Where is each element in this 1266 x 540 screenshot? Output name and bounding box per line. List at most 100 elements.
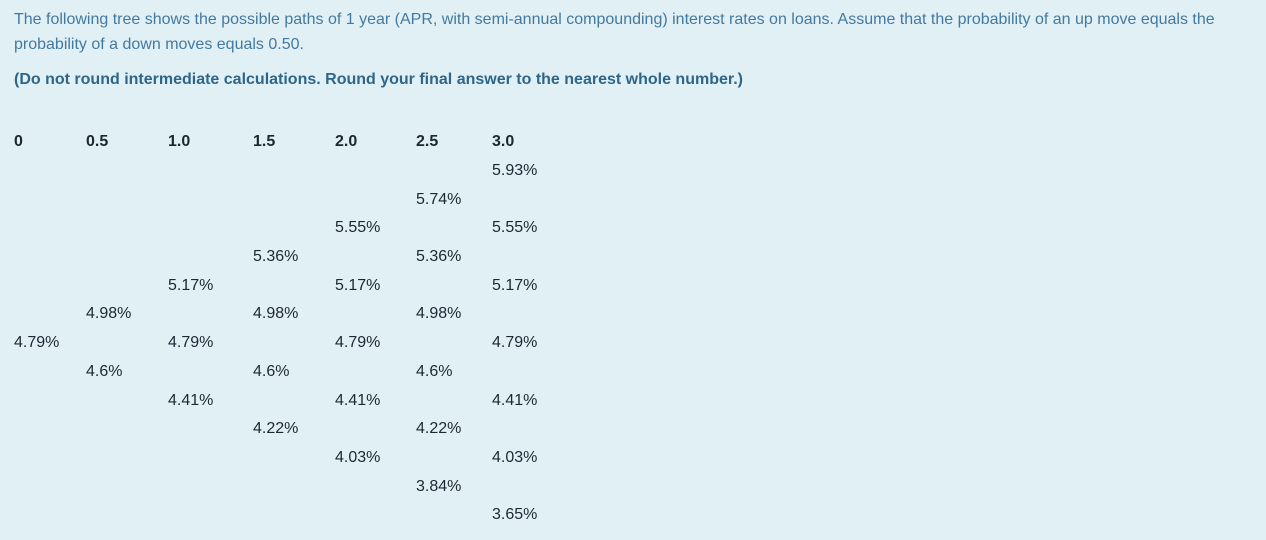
- tree-empty-cell: [86, 501, 168, 530]
- tree-empty-cell: [14, 386, 86, 415]
- tree-empty-cell: [416, 386, 492, 415]
- tree-node: 4.79%: [492, 334, 538, 352]
- tree-empty-cell: [14, 185, 86, 214]
- tree-node: 4.22%: [416, 420, 462, 438]
- tree-node: 4.41%: [492, 391, 538, 409]
- tree-node: 3.84%: [416, 477, 462, 495]
- tree-node: 4.79%: [168, 334, 214, 352]
- tree-empty-cell: [335, 472, 416, 501]
- tree-node: 5.74%: [416, 190, 462, 208]
- tree-empty-cell: [14, 300, 86, 329]
- tree-empty-cell: [253, 472, 335, 501]
- tree-empty-cell: [86, 185, 168, 214]
- tree-empty-cell: [253, 157, 335, 186]
- tree-empty-cell: [492, 415, 582, 444]
- tree-column-header: 3.0: [492, 133, 515, 151]
- tree-empty-cell: [253, 214, 335, 243]
- tree-empty-cell: [416, 271, 492, 300]
- tree-node: 4.41%: [168, 391, 214, 409]
- tree-empty-cell: [14, 415, 86, 444]
- tree-empty-cell: [253, 386, 335, 415]
- tree-empty-cell: [253, 444, 335, 473]
- tree-empty-cell: [168, 415, 253, 444]
- tree-node: 5.17%: [492, 276, 538, 294]
- tree-empty-cell: [492, 185, 582, 214]
- tree-empty-cell: [492, 472, 582, 501]
- tree-empty-cell: [86, 444, 168, 473]
- tree-column-header: 0: [14, 133, 23, 151]
- tree-empty-cell: [168, 157, 253, 186]
- tree-node: 5.36%: [416, 248, 462, 266]
- tree-empty-cell: [14, 501, 86, 530]
- tree-empty-cell: [14, 214, 86, 243]
- tree-empty-cell: [335, 300, 416, 329]
- tree-empty-cell: [14, 472, 86, 501]
- tree-empty-cell: [168, 358, 253, 387]
- tree-empty-cell: [335, 185, 416, 214]
- tree-empty-cell: [168, 444, 253, 473]
- tree-node: 5.55%: [335, 219, 381, 237]
- tree-empty-cell: [14, 157, 86, 186]
- tree-empty-cell: [492, 243, 582, 272]
- tree-empty-cell: [335, 243, 416, 272]
- tree-empty-cell: [416, 444, 492, 473]
- tree-node: 4.6%: [253, 362, 290, 380]
- tree-empty-cell: [168, 243, 253, 272]
- tree-column-header: 1.0: [168, 133, 191, 151]
- tree-node: 4.98%: [416, 305, 462, 323]
- tree-empty-cell: [86, 271, 168, 300]
- tree-column-header: 1.5: [253, 133, 276, 151]
- tree-empty-cell: [335, 157, 416, 186]
- tree-empty-cell: [253, 185, 335, 214]
- tree-node: 4.6%: [86, 362, 123, 380]
- tree-node: 5.93%: [492, 162, 538, 180]
- tree-empty-cell: [86, 415, 168, 444]
- tree-empty-cell: [416, 214, 492, 243]
- tree-node: 4.6%: [416, 362, 453, 380]
- tree-column-header: 2.5: [416, 133, 439, 151]
- tree-empty-cell: [86, 214, 168, 243]
- tree-empty-cell: [86, 472, 168, 501]
- tree-node: 4.79%: [335, 334, 381, 352]
- interest-rate-tree: 0 0.5 1.0 1.5 2.0 2.5 3.0 5.93% 5.74% 5.55% 5.55% 5…: [14, 128, 1252, 530]
- tree-column-header: 2.0: [335, 133, 358, 151]
- tree-node: 5.36%: [253, 248, 299, 266]
- tree-empty-cell: [86, 157, 168, 186]
- tree-empty-cell: [14, 358, 86, 387]
- rounding-note: (Do not round intermediate calculations.…: [14, 71, 743, 88]
- tree-node: 4.79%: [14, 334, 60, 352]
- tree-empty-cell: [14, 243, 86, 272]
- tree-empty-cell: [86, 329, 168, 358]
- tree-empty-cell: [492, 358, 582, 387]
- tree-empty-cell: [168, 185, 253, 214]
- tree-empty-cell: [168, 501, 253, 530]
- tree-empty-cell: [86, 386, 168, 415]
- tree-empty-cell: [416, 501, 492, 530]
- tree-empty-cell: [14, 271, 86, 300]
- tree-node: 5.55%: [492, 219, 538, 237]
- tree-node: 5.17%: [335, 276, 381, 294]
- tree-empty-cell: [335, 501, 416, 530]
- tree-empty-cell: [168, 472, 253, 501]
- tree-empty-cell: [253, 501, 335, 530]
- question-text: The following tree shows the possible pa…: [14, 11, 1215, 53]
- tree-empty-cell: [86, 243, 168, 272]
- tree-empty-cell: [416, 329, 492, 358]
- tree-node: 4.98%: [86, 305, 132, 323]
- tree-empty-cell: [168, 214, 253, 243]
- tree-empty-cell: [416, 157, 492, 186]
- tree-empty-cell: [492, 300, 582, 329]
- tree-node: 4.98%: [253, 305, 299, 323]
- tree-empty-cell: [253, 271, 335, 300]
- tree-empty-cell: [335, 415, 416, 444]
- tree-node: 4.41%: [335, 391, 381, 409]
- tree-node: 4.03%: [492, 448, 538, 466]
- tree-column-header: 0.5: [86, 133, 109, 151]
- tree-empty-cell: [335, 358, 416, 387]
- tree-empty-cell: [253, 329, 335, 358]
- tree-node: 5.17%: [168, 276, 214, 294]
- tree-empty-cell: [168, 300, 253, 329]
- tree-node: 4.03%: [335, 448, 381, 466]
- tree-empty-cell: [14, 444, 86, 473]
